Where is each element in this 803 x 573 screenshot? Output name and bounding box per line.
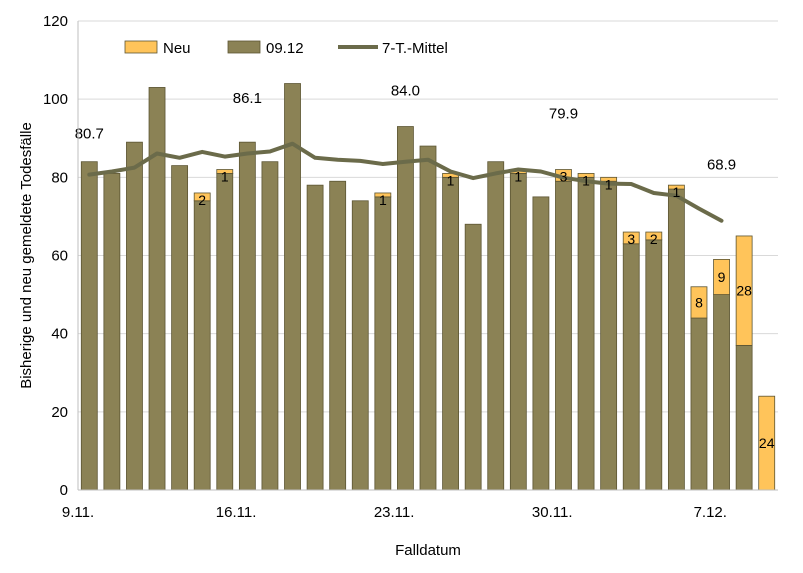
new-count-label: 28: [736, 283, 752, 299]
y-tick-label: 120: [43, 13, 68, 30]
new-count-label: 2: [650, 231, 658, 247]
y-tick-label: 0: [60, 482, 68, 499]
y-tick-label: 100: [43, 91, 68, 108]
moving-average-line: [87, 141, 724, 223]
bar-base: [397, 126, 414, 491]
y-tick-label: 20: [51, 404, 68, 421]
new-count-label: 2: [198, 192, 206, 208]
bar-base: [329, 180, 347, 491]
bar-base: [509, 173, 527, 491]
legend-label-base: 09.12: [266, 40, 304, 57]
new-count-label: 9: [718, 269, 726, 285]
bar-base: [374, 196, 392, 491]
bar-base: [419, 145, 437, 491]
bar-new: [577, 173, 595, 178]
bar-base: [148, 87, 166, 491]
x-axis-title: Falldatum: [395, 542, 461, 559]
bar-base: [261, 161, 279, 491]
x-tick-label: 16.11.: [216, 504, 257, 521]
average-annotation: 79.9: [549, 106, 578, 123]
bar-base: [645, 239, 663, 491]
bar-base: [622, 243, 640, 491]
new-count-label: 3: [560, 169, 568, 185]
bar-new: [667, 184, 685, 190]
new-count-label: 1: [514, 169, 522, 185]
bar-base: [238, 141, 256, 491]
bar-new: [622, 231, 640, 245]
x-tick-label: 23.11.: [374, 504, 415, 521]
y-tick-label: 80: [51, 169, 68, 186]
bar-base: [690, 317, 708, 491]
bar-base: [600, 180, 618, 491]
bar-base: [713, 294, 730, 491]
x-tick-label: 7.12.: [694, 504, 727, 521]
bar-new: [216, 169, 234, 174]
bar-base: [487, 161, 505, 491]
y-axis-title: Bisherige und neu gemeldete Todesfälle: [18, 122, 35, 389]
new-count-label: 24: [759, 435, 775, 451]
bar-new: [690, 286, 708, 319]
new-count-label: 8: [695, 294, 703, 310]
average-annotation: 86.1: [233, 90, 262, 107]
y-tick-label: 60: [51, 248, 68, 265]
bar-base: [103, 173, 121, 491]
bar-new: [600, 176, 618, 182]
bar-base: [351, 200, 369, 491]
bar-base: [464, 223, 482, 491]
bars: [80, 83, 776, 491]
legend-label-line: 7-T.-Mittel: [382, 40, 448, 57]
bar-base: [667, 188, 685, 491]
bar-base: [532, 196, 550, 491]
bar-new: [374, 192, 392, 198]
x-tick-label: 9.11.: [62, 504, 94, 521]
new-count-label: 1: [672, 184, 680, 200]
y-tick-label: 40: [51, 326, 68, 343]
bar-new: [713, 259, 730, 295]
bar-new: [193, 192, 211, 202]
bar-base: [171, 165, 189, 491]
bar-base: [80, 161, 98, 491]
new-count-label: 1: [447, 172, 455, 188]
bar-new: [645, 231, 663, 241]
bar-base: [126, 141, 143, 491]
legend-swatch-new: [124, 40, 158, 54]
bar-base: [735, 344, 753, 491]
new-count-label: 1: [582, 172, 590, 188]
bar-base: [577, 176, 595, 491]
bar-new: [735, 235, 753, 346]
bar-base: [306, 184, 324, 491]
new-count-label: 1: [605, 176, 613, 192]
legend-swatch-base: [227, 40, 261, 54]
new-count-label: 1: [379, 192, 387, 208]
average-annotation: 68.9: [707, 157, 736, 174]
new-count-label: 1: [221, 169, 229, 185]
axes: 0 20 40 60 80 100 120 9.11. 16.11. 23.11. 30.11. 7.…: [18, 13, 778, 559]
bar-base: [442, 176, 459, 491]
average-annotation: 84.0: [391, 82, 420, 99]
bar-base: [555, 180, 572, 491]
legend-label-new: Neu: [163, 40, 191, 57]
x-tick-label: 30.11.: [532, 504, 573, 521]
moving-average-line-group: [87, 141, 724, 223]
bar-base: [216, 173, 234, 491]
legend: Neu 09.12 7-T.-Mittel: [124, 40, 448, 57]
bar-base: [193, 200, 211, 491]
average-annotation: 80.7: [75, 125, 104, 142]
new-count-label: 3: [627, 231, 635, 247]
